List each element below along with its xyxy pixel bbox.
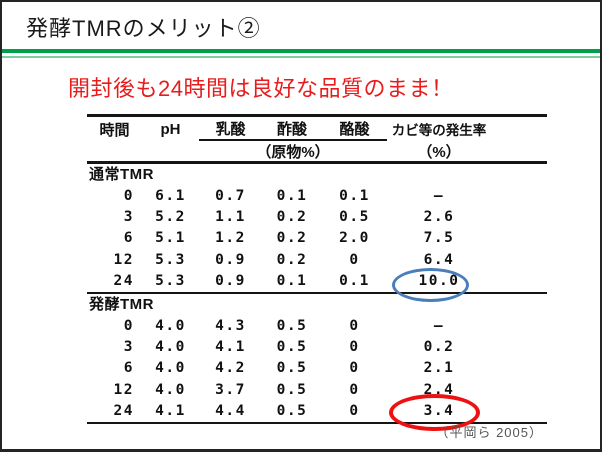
- col-header-mold-rate: カビ等の発生率: [391, 123, 487, 138]
- cell-lactic: 1.1: [215, 209, 246, 226]
- cell-butyric: 2.0: [339, 230, 370, 247]
- section-label: 通常TMR: [89, 166, 154, 183]
- cell-butyric: 0.1: [339, 188, 370, 204]
- cell-lactic: 4.1: [215, 339, 246, 356]
- section-label: 発酵TMR: [89, 295, 154, 313]
- cell-ph: 4.0: [155, 381, 186, 398]
- cell-lactic: 3.7: [215, 381, 246, 398]
- highlight-ellipse-blue: [392, 268, 469, 302]
- cell-acetic: 0.2: [276, 230, 308, 247]
- cell-lactic: 0.9: [215, 272, 246, 289]
- cell-acetic: 0.5: [276, 339, 308, 356]
- cell-acetic: 0.2: [276, 209, 308, 226]
- table-row: 6 4.0 4.2 0.5 0 2.1: [87, 358, 547, 379]
- col-header-time: 時間: [99, 121, 130, 139]
- table-header-row-2: （原物%） （%）: [87, 141, 547, 161]
- cell-mold-rate: 6.4: [423, 251, 455, 268]
- cell-lactic: 1.2: [215, 230, 246, 247]
- cell-ph: 5.1: [155, 230, 186, 247]
- table-header: 時間 pH 乳酸 酢酸 酪酸 カビ等の発生率 （原物%） （%）: [87, 117, 547, 164]
- cell-time: 12: [113, 381, 134, 398]
- table-row: 12 4.0 3.7 0.5 0 2.4: [87, 380, 547, 401]
- table-row: 0 4.0 4.3 0.5 0 —: [87, 316, 547, 337]
- cell-ph: 5.2: [155, 209, 186, 226]
- cell-mold-rate: 0.2: [423, 339, 455, 356]
- table-row: 3 4.0 4.1 0.5 0 0.2: [87, 337, 547, 358]
- cell-time: 0: [123, 317, 134, 334]
- cell-mold-rate: 2.1: [423, 360, 455, 377]
- table-row: 12 5.3 0.9 0.2 0 6.4: [87, 250, 547, 271]
- section-fermented-tmr: 発酵TMR 0 4.0 4.3 0.5 0 — 3 4.0 4.1 0.5 0 …: [87, 294, 547, 424]
- cell-ph: 4.0: [155, 360, 186, 377]
- title-divider-thick: [2, 49, 600, 53]
- col-unit-acids: （原物%）: [256, 144, 330, 161]
- cell-lactic: 4.3: [215, 317, 246, 334]
- cell-butyric: 0.1: [339, 272, 370, 289]
- citation: （平岡ら 2005）: [435, 425, 543, 440]
- cell-ph: 6.1: [155, 188, 186, 204]
- table-row: 6 5.1 1.2 0.2 2.0 7.5: [87, 228, 547, 249]
- cell-butyric: 0: [349, 317, 360, 334]
- page-title: 発酵TMRのメリット②: [26, 16, 261, 41]
- table-header-row-1: 時間 pH 乳酸 酢酸 酪酸 カビ等の発生率: [87, 117, 547, 141]
- subtitle-headline: 開封後も24時間は良好な品質のまま！: [68, 76, 454, 101]
- cell-lactic: 0.9: [215, 251, 246, 268]
- highlight-ellipse-red: [389, 394, 480, 431]
- table-row: 24 5.3 0.9 0.1 0.1 10.0: [87, 271, 547, 292]
- cell-acetic: 0.1: [276, 188, 308, 204]
- cell-butyric: 0: [349, 402, 360, 419]
- cell-acetic: 0.5: [276, 381, 308, 398]
- cell-time: 24: [113, 402, 134, 419]
- cell-time: 24: [113, 272, 134, 289]
- cell-butyric: 0: [349, 339, 360, 356]
- cell-mold-rate: —: [433, 317, 445, 334]
- cell-mold-rate: 2.6: [423, 209, 455, 226]
- cell-time: 3: [123, 339, 134, 356]
- col-header-ph: pH: [160, 120, 181, 138]
- col-group-acids: 乳酸 酢酸 酪酸: [199, 117, 387, 141]
- cell-ph: 5.3: [155, 272, 186, 289]
- cell-ph: 5.3: [155, 251, 186, 268]
- title-divider-thin: [2, 56, 600, 58]
- cell-butyric: 0: [349, 360, 360, 377]
- cell-time: 6: [123, 360, 134, 377]
- cell-lactic: 4.2: [215, 360, 246, 377]
- col-header-butyric: 酪酸: [339, 120, 370, 138]
- cell-butyric: 0: [349, 381, 360, 398]
- cell-lactic: 4.4: [215, 402, 246, 419]
- cell-time: 12: [113, 251, 134, 268]
- cell-time: 6: [123, 230, 134, 247]
- cell-time: 0: [123, 188, 134, 204]
- cell-lactic: 0.7: [215, 188, 246, 204]
- cell-acetic: 0.5: [276, 317, 308, 334]
- table-row: 0 6.1 0.7 0.1 0.1 —: [87, 186, 547, 207]
- col-header-lactic: 乳酸: [215, 120, 246, 138]
- cell-acetic: 0.5: [276, 402, 308, 419]
- cell-butyric: 0: [349, 251, 360, 268]
- cell-mold-rate: —: [433, 188, 445, 204]
- cell-ph: 4.1: [155, 402, 186, 419]
- tmr-quality-table: 時間 pH 乳酸 酢酸 酪酸 カビ等の発生率 （原物%） （%） 通常TMR 0…: [87, 114, 547, 424]
- table-row: 3 5.2 1.1 0.2 0.5 2.6: [87, 207, 547, 228]
- col-header-acetic: 酢酸: [276, 120, 307, 138]
- cell-ph: 4.0: [155, 317, 186, 334]
- cell-butyric: 0.5: [339, 209, 370, 226]
- cell-mold-rate: 7.5: [423, 230, 455, 247]
- cell-acetic: 0.1: [276, 272, 308, 289]
- cell-time: 3: [123, 209, 134, 226]
- cell-ph: 4.0: [155, 339, 186, 356]
- col-unit-mold: （%）: [417, 144, 461, 161]
- cell-acetic: 0.2: [276, 251, 308, 268]
- cell-acetic: 0.5: [276, 360, 308, 377]
- section-normal-tmr: 通常TMR 0 6.1 0.7 0.1 0.1 — 3 5.2 1.1 0.2 …: [87, 164, 547, 294]
